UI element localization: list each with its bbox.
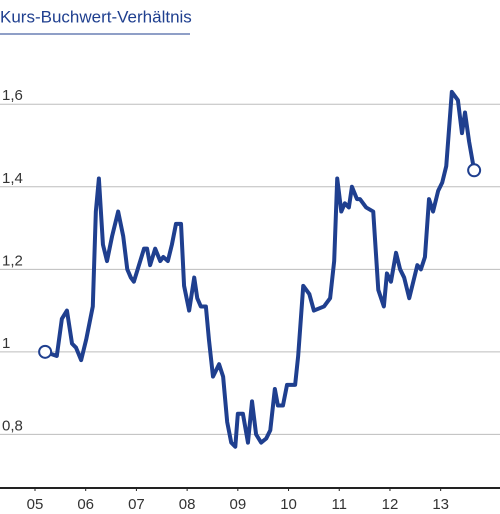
x-tick-label: 06 bbox=[77, 496, 94, 513]
x-tick-label: 07 bbox=[128, 496, 145, 513]
chart-title: Kurs-Buchwert-Verhältnis bbox=[0, 7, 192, 26]
y-tick-label: 1,6 bbox=[2, 87, 23, 104]
x-tick-label: 10 bbox=[280, 496, 297, 513]
x-tick-label: 09 bbox=[229, 496, 246, 513]
y-tick-label: 0,8 bbox=[2, 417, 23, 434]
x-tick-label: 05 bbox=[27, 496, 44, 513]
x-tick-label: 13 bbox=[432, 496, 449, 513]
y-tick-label: 1,4 bbox=[2, 170, 23, 187]
x-tick-label: 08 bbox=[179, 496, 196, 513]
end-marker bbox=[38, 344, 53, 359]
end-marker bbox=[467, 163, 482, 178]
x-tick-label: 11 bbox=[331, 496, 347, 513]
y-tick-label: 1,2 bbox=[2, 252, 23, 269]
data-line bbox=[43, 89, 477, 449]
y-tick-label: 1 bbox=[2, 335, 10, 352]
x-tick-label: 12 bbox=[382, 496, 399, 513]
